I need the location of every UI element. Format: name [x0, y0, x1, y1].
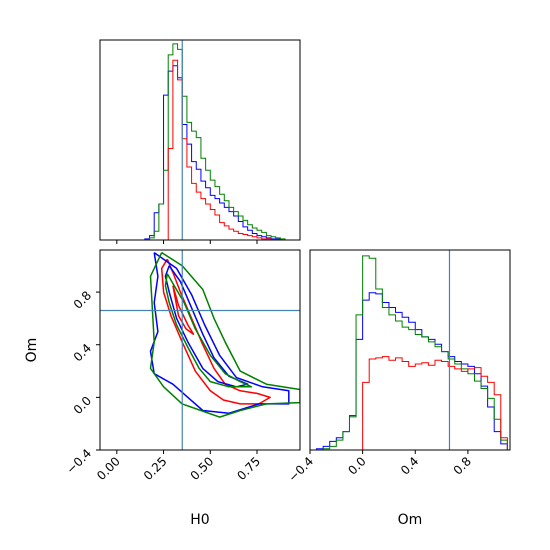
- joint-ytick-label-0: −0.4: [64, 446, 95, 477]
- joint-ylabel: Om: [24, 338, 40, 363]
- joint-contour-0-0: [160, 258, 271, 405]
- om-histogram-series-2: [316, 356, 508, 450]
- h0-histogram-series-2: [144, 59, 295, 240]
- om-xlabel: Om: [398, 512, 423, 528]
- joint-contour-2-0: [149, 251, 300, 418]
- joint-ytick-label-3: 0.8: [71, 288, 94, 311]
- om-marginal-panel: −0.4 0.0 0.4 0.8 Om: [286, 249, 511, 528]
- om-xtick-label-1: 0.0: [345, 454, 368, 477]
- joint-frame: [99, 249, 301, 451]
- joint-contour-0-1: [172, 285, 195, 335]
- h0-marginal-frame: [99, 39, 301, 241]
- h0-marginal-panel: [99, 39, 301, 244]
- joint-xtick-label-0: 0.00: [94, 454, 123, 483]
- joint-ytick-label-2: 0.4: [71, 341, 94, 364]
- joint-contour-1-0: [149, 251, 290, 414]
- om-histogram-series-0: [316, 292, 508, 450]
- om-histogram-series-1: [316, 255, 508, 450]
- joint-contour-2-1: [164, 273, 253, 388]
- h0-om-joint-panel: 0.00 0.25 0.50 0.75 −0.4 0.0 0.4 0.8 H0 Om: [24, 249, 301, 528]
- h0-histogram-series-0: [144, 65, 295, 240]
- om-xtick-label-3: 0.8: [451, 454, 474, 477]
- om-xtick-label-0: −0.4: [286, 454, 317, 485]
- joint-ytick-label-1: 0.0: [71, 394, 94, 417]
- joint-xtick-label-2: 0.50: [188, 454, 217, 483]
- om-xtick-label-2: 0.4: [398, 454, 421, 477]
- joint-xtick-label-1: 0.25: [141, 454, 170, 483]
- joint-xlabel: H0: [190, 512, 209, 528]
- h0-histogram-series-1: [144, 43, 295, 240]
- joint-xtick-label-3: 0.75: [234, 454, 263, 483]
- om-marginal-frame: [309, 249, 511, 451]
